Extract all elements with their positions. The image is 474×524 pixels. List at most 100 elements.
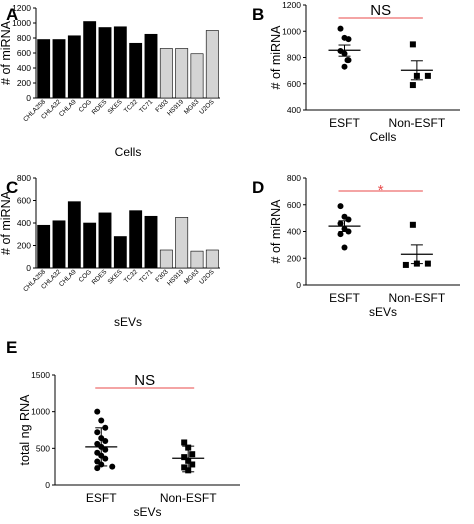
x-category-label: ESFT <box>329 116 360 130</box>
bar <box>52 220 66 269</box>
x-tick-label: MG63 <box>183 98 201 116</box>
x-tick-label: MG63 <box>183 268 201 286</box>
data-point <box>344 57 351 64</box>
data-point <box>341 63 348 70</box>
data-point <box>189 451 196 458</box>
y-axis-label: # of miRNA <box>0 20 13 85</box>
x-category-label: Non-ESFT <box>389 116 446 130</box>
panel-label: D <box>252 178 264 197</box>
bar <box>205 249 219 269</box>
x-tick-label: RDES <box>91 98 109 116</box>
bar <box>159 249 173 269</box>
data-point <box>94 408 101 415</box>
y-tick-label: 1000 <box>282 26 301 36</box>
bar <box>98 212 112 269</box>
bar <box>205 30 219 99</box>
bar <box>37 224 51 269</box>
y-tick-label: 200 <box>17 241 31 251</box>
x-tick-label: HS919 <box>166 98 185 117</box>
data-point <box>424 260 431 267</box>
data-point <box>189 461 196 468</box>
bar <box>98 27 112 99</box>
bar <box>190 250 204 269</box>
bar <box>37 39 51 99</box>
x-category-label: Non-ESFT <box>389 291 446 305</box>
bar <box>144 215 158 269</box>
data-point <box>98 417 105 424</box>
y-tick-label: 600 <box>287 200 301 210</box>
x-tick-label: RDES <box>91 268 109 286</box>
y-tick-label: 1000 <box>31 407 50 417</box>
data-point <box>341 244 348 251</box>
data-point <box>409 221 416 228</box>
x-category-label: ESFT <box>86 491 117 505</box>
data-point <box>102 446 109 453</box>
data-point <box>181 439 188 446</box>
y-axis-label: # of miRNA <box>269 25 283 90</box>
bar <box>52 39 66 99</box>
bar <box>159 48 173 99</box>
y-tick-label: 600 <box>287 79 301 89</box>
data-point <box>102 455 109 462</box>
significance-label: NS <box>134 372 155 389</box>
bar <box>129 210 143 269</box>
y-tick-label: 800 <box>287 53 301 63</box>
x-axis-label: sEVs <box>369 305 397 319</box>
y-tick-label: 400 <box>287 227 301 237</box>
panel-b: 400 600 800 1000 1200 # of miRNA B ESFT Non-ESFT… <box>252 0 460 144</box>
bar <box>67 35 81 99</box>
x-tick-label: TC32 <box>123 98 139 114</box>
y-tick-label: 0 <box>26 93 31 103</box>
y-axis-label: # of miRNA <box>0 190 13 255</box>
y-tick-label: 400 <box>287 105 301 115</box>
y-tick-label: 0 <box>45 480 50 490</box>
data-point <box>409 82 416 89</box>
panel-label: C <box>6 178 18 197</box>
x-tick-label: HS919 <box>166 268 185 287</box>
y-tick-label: 200 <box>17 78 31 88</box>
x-tick-label: U2OS <box>198 268 216 286</box>
x-tick-label: TC71 <box>138 268 154 284</box>
y-tick-label: 0 <box>26 263 31 273</box>
data-point <box>337 231 344 238</box>
y-tick-label: 1000 <box>12 18 31 28</box>
bar <box>113 236 127 269</box>
x-tick-label: TC32 <box>123 268 139 284</box>
bar <box>175 217 189 269</box>
bar <box>83 222 97 269</box>
x-tick-label: SKES <box>107 268 125 286</box>
y-tick-label: 1200 <box>12 3 31 13</box>
data-point <box>337 203 344 210</box>
significance-label: * <box>378 182 384 199</box>
data-point <box>402 261 409 268</box>
bar <box>113 26 127 99</box>
data-point <box>337 220 344 227</box>
panel-d: 0 200 400 600 800 # of miRNA D ESFT Non-ESFT * sEV… <box>252 173 460 319</box>
y-tick-label: 1500 <box>31 370 50 380</box>
x-tick-label: TC71 <box>138 98 154 114</box>
x-axis-label: Cells <box>115 145 142 159</box>
y-tick-label: 500 <box>36 443 50 453</box>
data-point <box>181 464 188 471</box>
x-tick-label: U2OS <box>198 98 216 116</box>
y-axis-label: total ng RNA <box>18 394 32 466</box>
data-point <box>409 41 416 48</box>
significance-label: NS <box>370 2 391 19</box>
data-point <box>102 438 109 444</box>
x-tick-label: CHLA9 <box>58 268 78 288</box>
y-axis-label: # of miRNA <box>269 199 283 264</box>
data-point <box>94 429 101 436</box>
y-tick-label: 600 <box>17 196 31 206</box>
data-point <box>181 454 188 461</box>
x-category-label: ESFT <box>329 291 360 305</box>
bar <box>83 21 97 99</box>
bar <box>190 53 204 99</box>
y-tick-label: 600 <box>17 48 31 58</box>
y-tick-label: 200 <box>287 253 301 263</box>
panel-label: E <box>6 338 17 357</box>
bar <box>144 33 158 99</box>
data-point <box>345 36 352 43</box>
